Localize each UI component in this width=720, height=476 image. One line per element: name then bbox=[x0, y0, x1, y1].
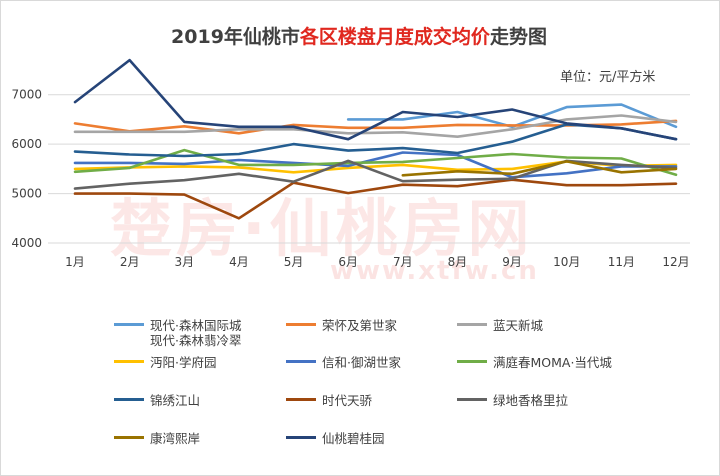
x-tick-label: 4月 bbox=[229, 255, 249, 269]
title-highlight: 各区楼盘月度成交均价 bbox=[299, 26, 490, 48]
unit-label: 单位：元/平方米 bbox=[560, 70, 656, 85]
x-tick-label: 1月 bbox=[65, 255, 85, 269]
x-tick-label: 10月 bbox=[553, 255, 580, 269]
y-tick-label: 4000 bbox=[11, 236, 42, 250]
title-prefix: 2019年仙桃市 bbox=[171, 26, 300, 48]
x-tick-label: 12月 bbox=[662, 255, 689, 269]
x-tick-label: 5月 bbox=[284, 255, 304, 269]
series-line-0 bbox=[346, 103, 678, 129]
series-line-9 bbox=[73, 159, 678, 190]
series-line-11 bbox=[73, 58, 678, 141]
x-tick-label: 2月 bbox=[120, 255, 140, 269]
x-tick-label: 7月 bbox=[393, 255, 413, 269]
x-tick-label: 8月 bbox=[448, 255, 468, 269]
series-line-10 bbox=[401, 160, 678, 177]
series-line-6 bbox=[73, 148, 678, 177]
watermark-url: www.xtfw.cn bbox=[330, 256, 539, 286]
x-tick-label: 9月 bbox=[502, 255, 522, 269]
series-line-8 bbox=[73, 178, 678, 220]
watermark-main: 楚房·仙桃房网 bbox=[110, 192, 534, 265]
y-tick-label: 5000 bbox=[11, 187, 42, 201]
y-tick-label: 7000 bbox=[11, 88, 42, 102]
chart-title: 2019年仙桃市各区楼盘月度成交均价走势图 bbox=[0, 22, 718, 49]
x-tick-label: 3月 bbox=[174, 255, 194, 269]
y-tick-label: 6000 bbox=[11, 137, 42, 151]
series-line-5 bbox=[73, 151, 678, 179]
x-tick-label: 11月 bbox=[608, 255, 635, 269]
series-line-2 bbox=[73, 114, 678, 138]
x-tick-label: 6月 bbox=[338, 255, 358, 269]
title-suffix: 走势图 bbox=[489, 26, 547, 48]
